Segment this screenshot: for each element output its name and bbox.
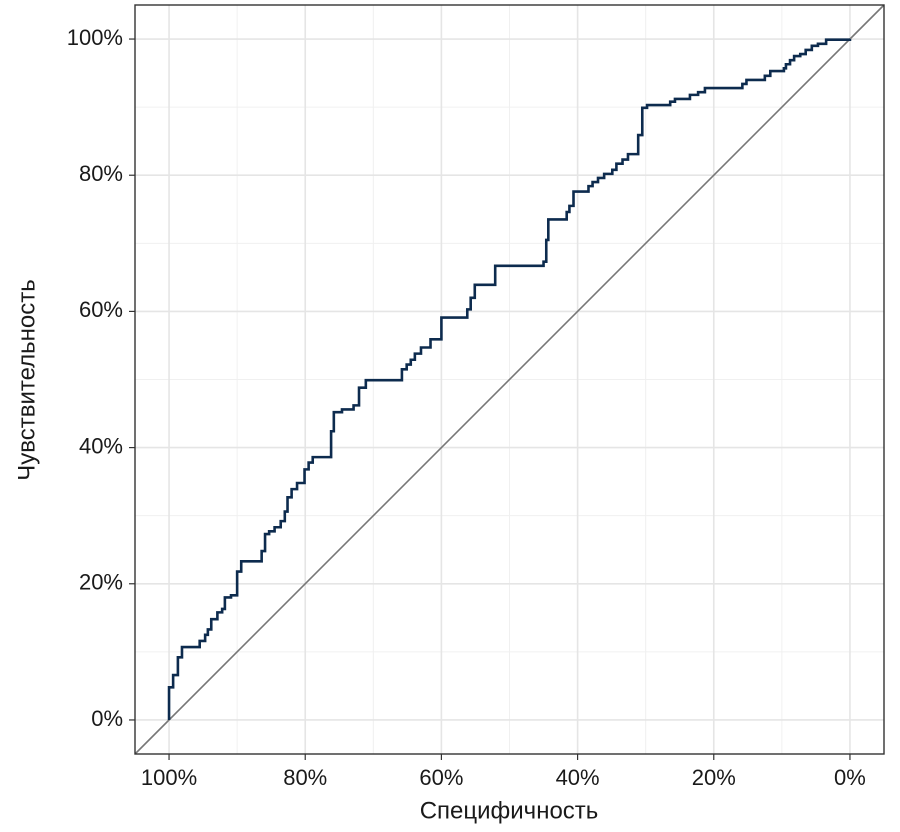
- x-tick-label: 40%: [556, 765, 600, 790]
- x-tick-label: 80%: [283, 765, 327, 790]
- x-axis-title: Специфичность: [420, 797, 599, 824]
- panel-border: [134, 4, 885, 755]
- y-tick-label: 0%: [91, 706, 123, 731]
- roc-curve: [167, 38, 852, 720]
- y-tick-label: 20%: [79, 570, 123, 595]
- y-tick-label: 100%: [67, 25, 123, 50]
- x-tick-label: 100%: [141, 765, 197, 790]
- x-tick-label: 60%: [419, 765, 463, 790]
- reference-line: [134, 4, 885, 755]
- x-tick-label: 20%: [692, 765, 736, 790]
- y-tick-label: 60%: [79, 297, 123, 322]
- y-tick-label: 80%: [79, 161, 123, 186]
- x-tick-label: 0%: [834, 765, 866, 790]
- y-axis-title: Чувствительность: [13, 279, 40, 481]
- y-tick-label: 40%: [79, 433, 123, 458]
